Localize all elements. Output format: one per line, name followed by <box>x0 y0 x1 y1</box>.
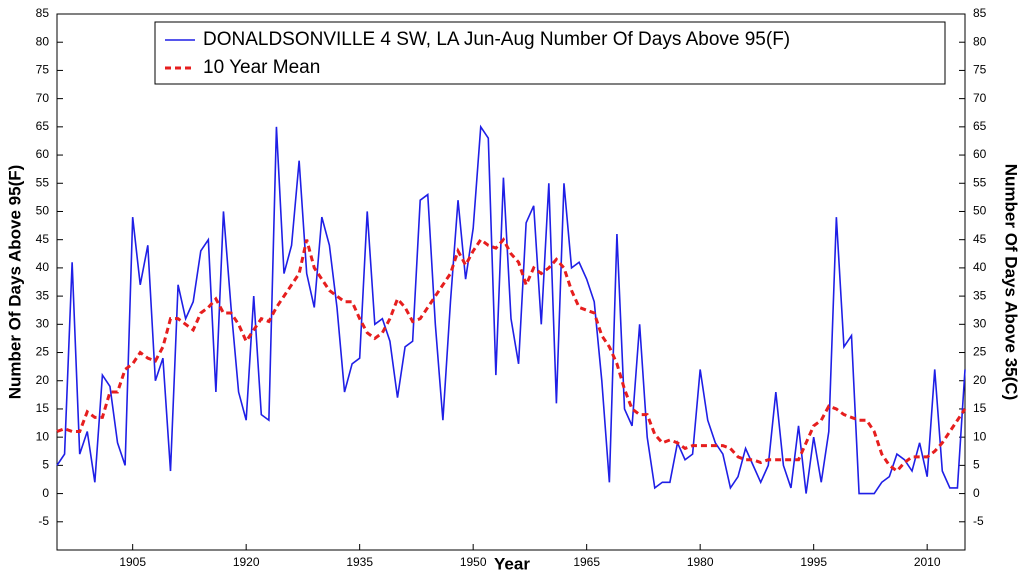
legend-box <box>154 21 946 85</box>
y-tick-label: 85 <box>36 6 50 20</box>
y2-tick-label: 50 <box>973 204 987 218</box>
y-tick-label: 5 <box>42 458 49 472</box>
x-axis-title: Year <box>494 554 530 573</box>
y-tick-label: -5 <box>38 514 49 528</box>
x-tick-label: 1995 <box>800 555 827 569</box>
x-tick-label: 1980 <box>687 555 714 569</box>
y-tick-label: 10 <box>36 429 50 443</box>
plot-frame <box>56 13 966 551</box>
x-tick-label: 1950 <box>460 555 487 569</box>
y2-tick-label: 80 <box>973 34 987 48</box>
y2-tick-label: 60 <box>973 147 987 161</box>
y2-tick-label: 35 <box>973 288 987 302</box>
x-tick-label: 1905 <box>119 555 146 569</box>
x-tick-label: 2010 <box>914 555 941 569</box>
y-tick-label: 75 <box>36 63 50 77</box>
y-tick-label: 30 <box>36 316 50 330</box>
y2-axis-title: Number Of Days Above 35(C) <box>1002 164 1021 400</box>
y-tick-label: 80 <box>36 34 50 48</box>
y2-tick-label: 55 <box>973 175 987 189</box>
y-tick-label: 20 <box>36 373 50 387</box>
series-line <box>56 124 966 495</box>
y-tick-label: 55 <box>36 175 50 189</box>
y-tick-label: 65 <box>36 119 50 133</box>
x-tick-label: 1965 <box>573 555 600 569</box>
y2-tick-label: 20 <box>973 373 987 387</box>
y2-tick-label: 0 <box>973 486 980 500</box>
y2-tick-label: 30 <box>973 316 987 330</box>
y-tick-label: 50 <box>36 204 50 218</box>
y-tick-label: 35 <box>36 288 50 302</box>
y-tick-label: 40 <box>36 260 50 274</box>
y2-tick-label: 10 <box>973 429 987 443</box>
y2-tick-label: 70 <box>973 91 987 105</box>
y-tick-label: 25 <box>36 345 50 359</box>
y2-tick-label: 65 <box>973 119 987 133</box>
y-tick-label: 60 <box>36 147 50 161</box>
y2-tick-label: 5 <box>973 458 980 472</box>
y2-tick-label: 40 <box>973 260 987 274</box>
x-tick-label: 1920 <box>233 555 260 569</box>
y2-tick-label: 15 <box>973 401 987 415</box>
y-tick-label: 0 <box>42 486 49 500</box>
y-tick-label: 15 <box>36 401 50 415</box>
y-tick-label: 45 <box>36 232 50 246</box>
y2-tick-label: -5 <box>973 514 984 528</box>
legend-label: 10 Year Mean <box>203 57 320 78</box>
y-tick-label: 70 <box>36 91 50 105</box>
y2-tick-label: 45 <box>973 232 987 246</box>
legend-label: DONALDSONVILLE 4 SW, LA Jun-Aug Number O… <box>203 29 790 50</box>
y2-tick-label: 75 <box>973 63 987 77</box>
y2-tick-label: 25 <box>973 345 987 359</box>
y2-tick-label: 85 <box>973 6 987 20</box>
y-axis-title: Number Of Days Above 95(F) <box>5 165 24 400</box>
x-tick-label: 1935 <box>346 555 373 569</box>
series-line <box>56 237 967 474</box>
